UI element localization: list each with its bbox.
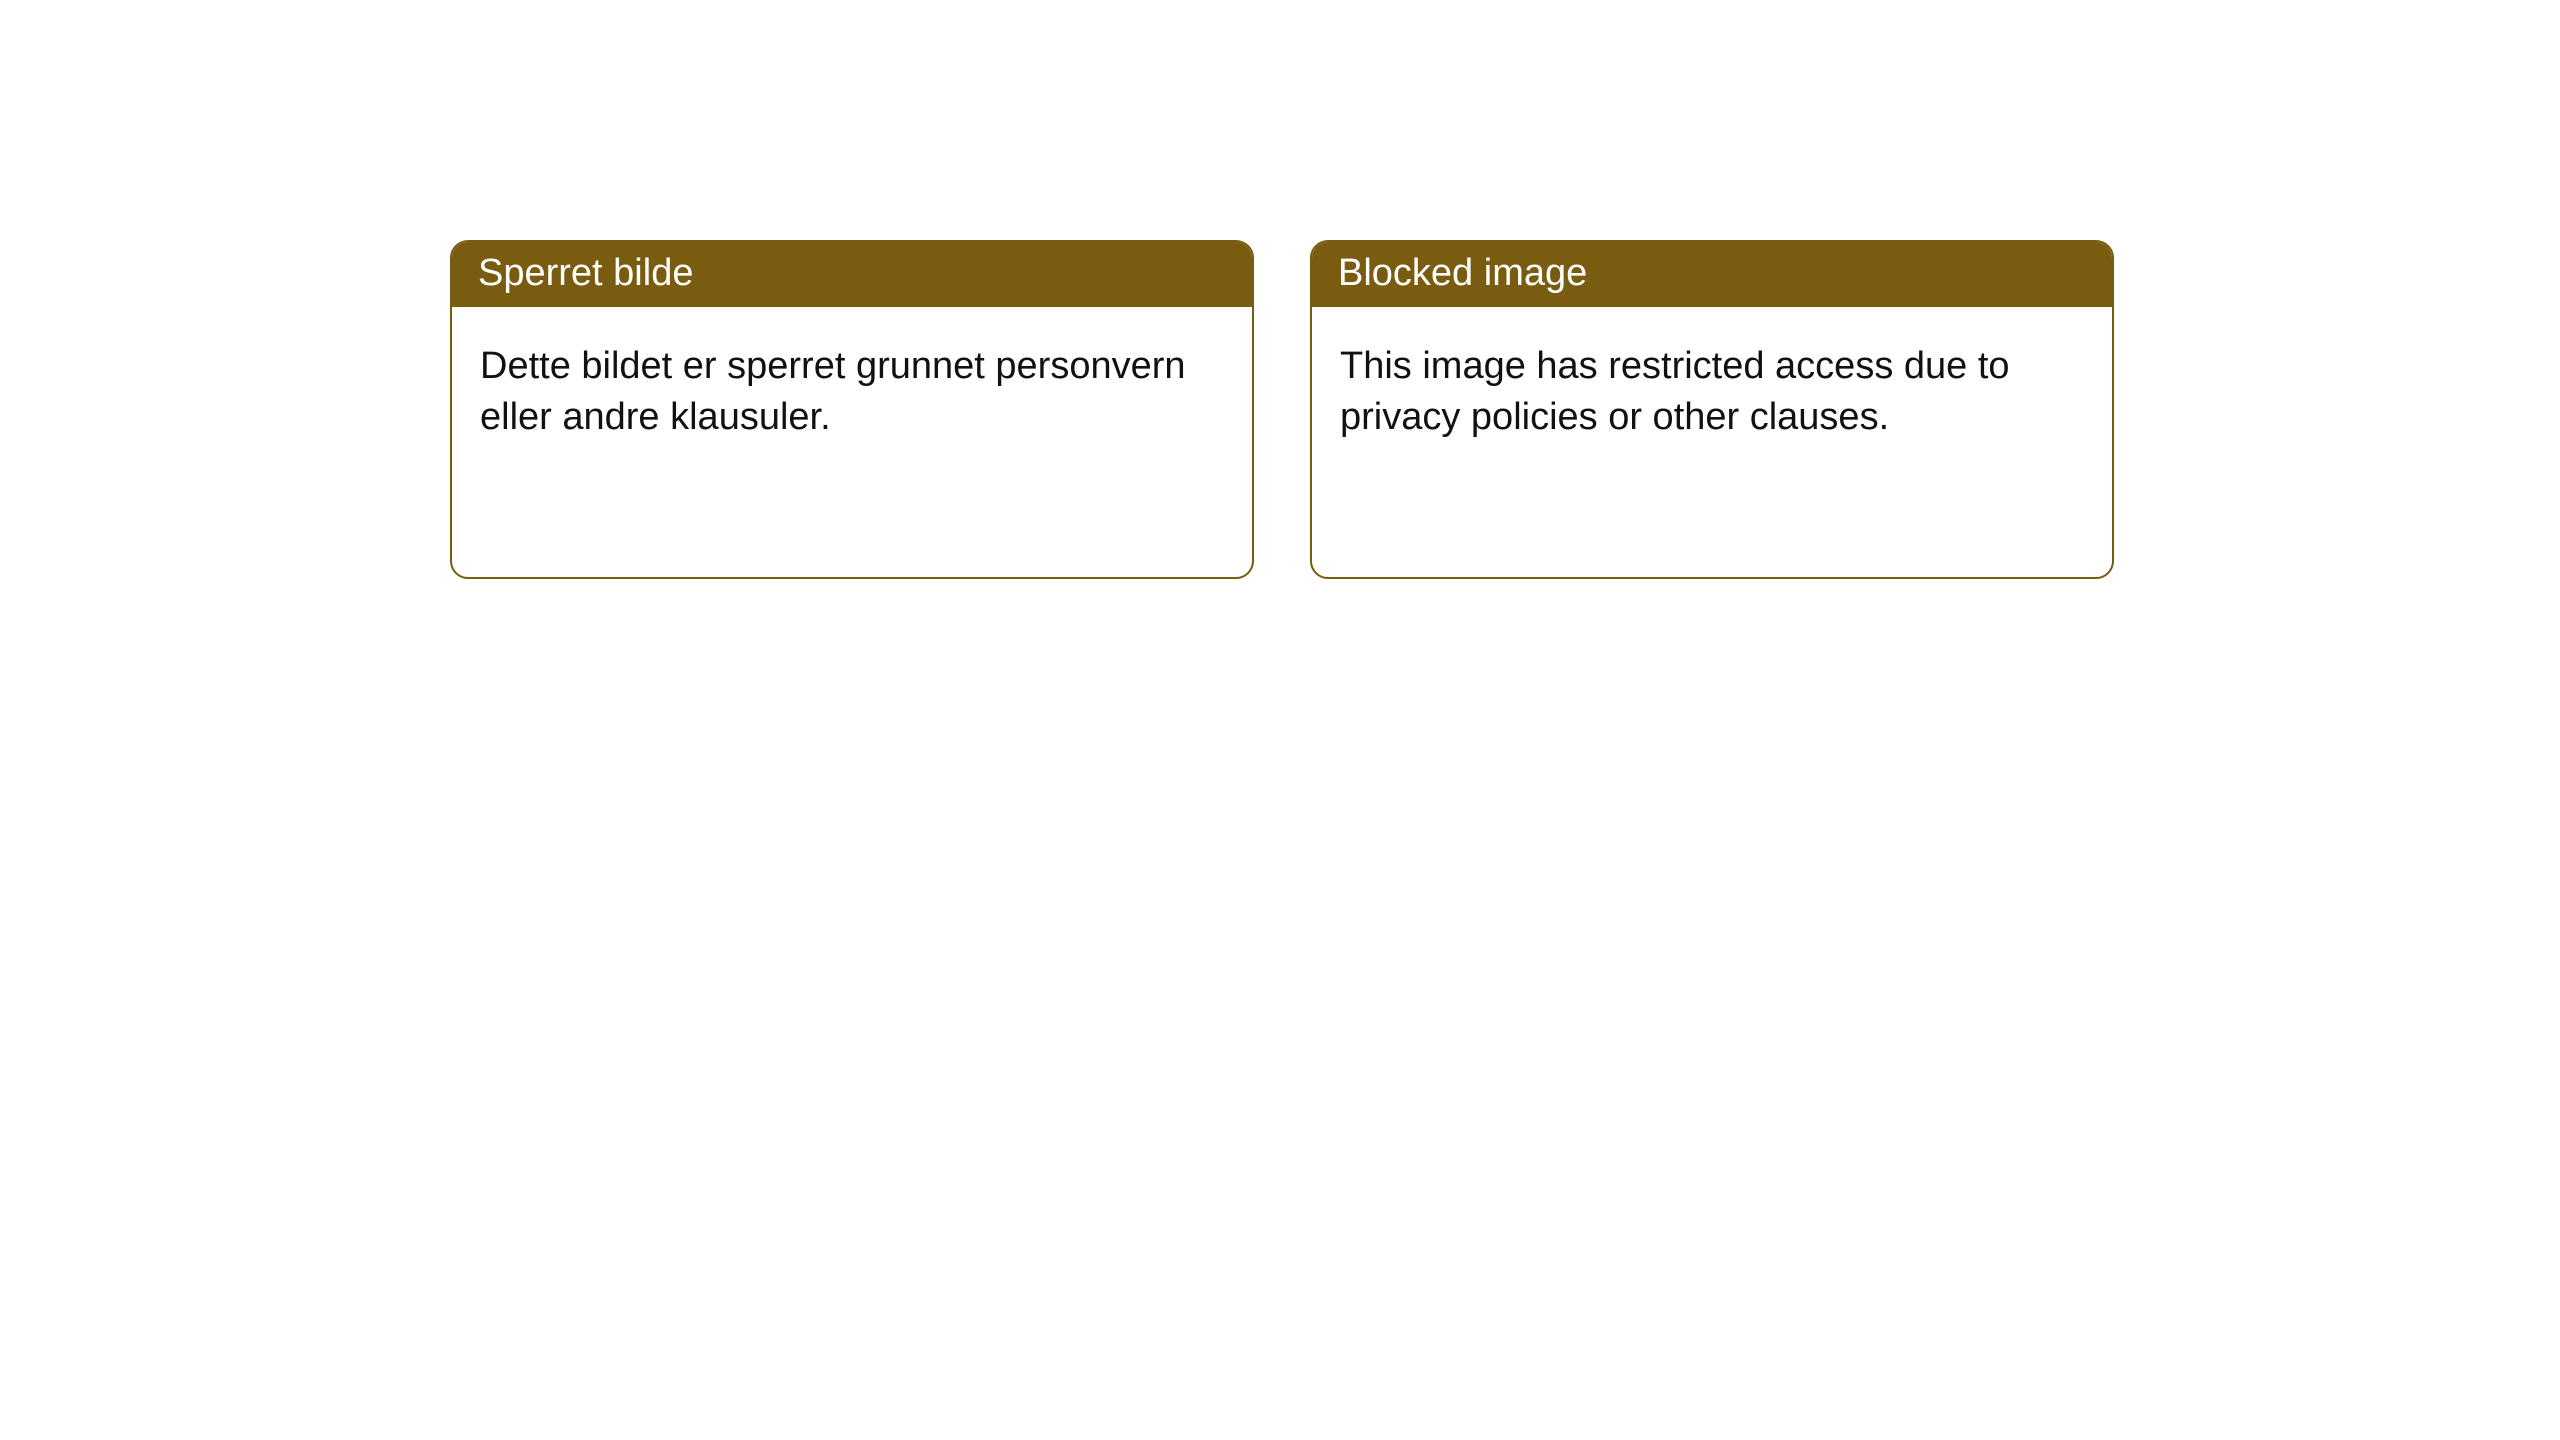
card-header-no: Sperret bilde	[452, 242, 1252, 307]
card-title-en: Blocked image	[1338, 252, 1587, 294]
blocked-image-card-en: Blocked image This image has restricted …	[1310, 240, 2114, 579]
card-body-no: Dette bildet er sperret grunnet personve…	[452, 307, 1252, 577]
card-body-en: This image has restricted access due to …	[1312, 307, 2112, 577]
card-body-text-en: This image has restricted access due to …	[1340, 345, 2010, 438]
blocked-image-card-no: Sperret bilde Dette bildet er sperret gr…	[450, 240, 1254, 579]
card-body-text-no: Dette bildet er sperret grunnet personve…	[480, 345, 1186, 438]
card-header-en: Blocked image	[1312, 242, 2112, 307]
notice-cards-row: Sperret bilde Dette bildet er sperret gr…	[0, 0, 2560, 579]
card-title-no: Sperret bilde	[478, 252, 693, 294]
